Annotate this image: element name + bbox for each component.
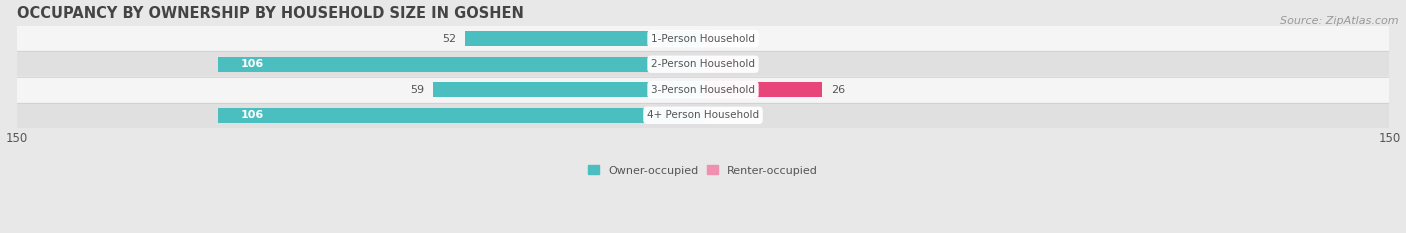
Text: 4+ Person Household: 4+ Person Household: [647, 110, 759, 120]
Text: 106: 106: [240, 59, 264, 69]
Text: 26: 26: [831, 85, 845, 95]
Bar: [703, 31, 713, 46]
Bar: [433, 82, 703, 97]
Text: 1-Person Household: 1-Person Household: [651, 34, 755, 44]
Text: 7: 7: [744, 59, 751, 69]
Text: 59: 59: [409, 85, 423, 95]
Text: OCCUPANCY BY OWNERSHIP BY HOUSEHOLD SIZE IN GOSHEN: OCCUPANCY BY OWNERSHIP BY HOUSEHOLD SIZE…: [17, 6, 523, 21]
Text: 3-Person Household: 3-Person Household: [651, 85, 755, 95]
Text: Source: ZipAtlas.com: Source: ZipAtlas.com: [1281, 16, 1399, 26]
Bar: [17, 51, 1389, 77]
Bar: [703, 57, 735, 72]
Text: 2-Person Household: 2-Person Household: [651, 59, 755, 69]
Bar: [465, 31, 703, 46]
Bar: [218, 108, 703, 123]
Text: 106: 106: [240, 110, 264, 120]
Bar: [703, 108, 707, 123]
Text: 52: 52: [441, 34, 456, 44]
Legend: Owner-occupied, Renter-occupied: Owner-occupied, Renter-occupied: [588, 165, 818, 176]
Bar: [218, 57, 703, 72]
Text: 1: 1: [717, 110, 724, 120]
Bar: [17, 103, 1389, 128]
Bar: [17, 26, 1389, 51]
Bar: [17, 77, 1389, 103]
Bar: [703, 82, 823, 97]
Text: 2: 2: [721, 34, 728, 44]
